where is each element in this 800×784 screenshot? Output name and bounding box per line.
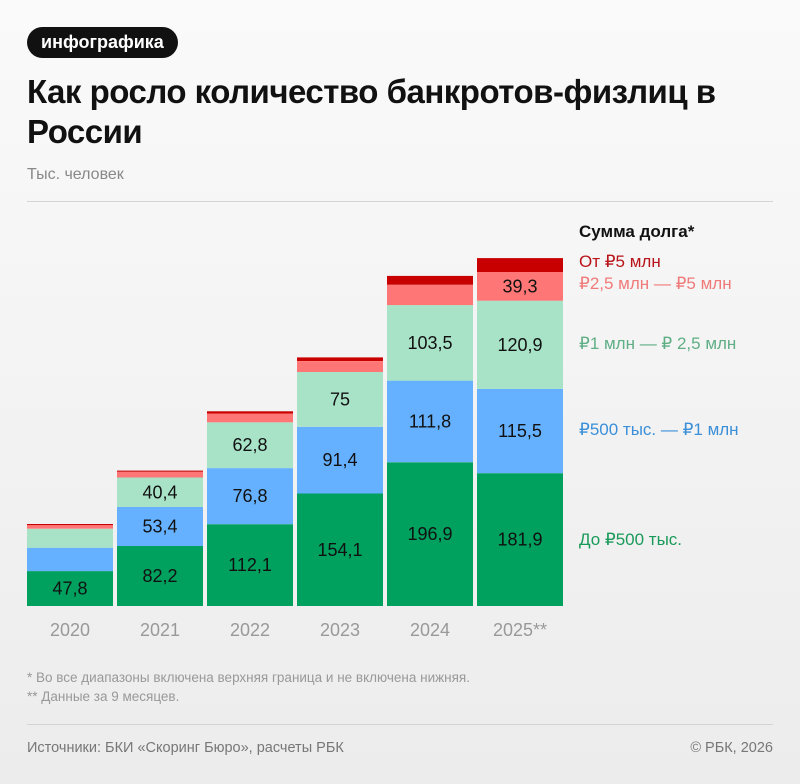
data-label: 76,8 [232,486,267,506]
bar-segment [207,411,293,414]
bar-segment [387,305,473,381]
bar-segment [477,473,563,606]
data-label: 181,9 [497,530,542,550]
bar-segment [297,493,383,606]
data-label: 112,1 [228,555,272,575]
x-tick-label: 2021 [140,620,180,640]
bar-segment [27,524,113,526]
infographic-tag: инфографика [27,27,178,58]
bar-segment [207,468,293,525]
copyright: © РБК, 2026 [690,740,773,756]
x-tick-label: 2020 [50,620,90,640]
bar-segment [117,546,203,606]
data-label: 53,4 [142,517,177,537]
bar-segment [477,300,563,389]
divider [27,724,773,725]
x-tick-label: 2025** [493,620,547,640]
data-label: 75 [330,389,350,409]
bar-segment [297,426,383,494]
bar-segment [27,571,113,606]
bar-segment [387,380,473,463]
data-label: 39,3 [502,276,537,296]
data-label: 196,9 [407,524,452,544]
legend-item: ₽1 млн — ₽ 2,5 млн [579,334,737,353]
data-label: 47,8 [52,579,87,599]
chart-title: Как росло количество банкротов-физлиц в … [27,73,716,150]
bar-segment [117,507,203,546]
data-label: 103,5 [407,333,452,353]
legend-item: От ₽5 млн [579,252,661,271]
bar-segment [387,275,473,285]
data-label: 62,8 [232,435,267,455]
bar-segment [27,528,113,548]
bar-segment [477,272,563,301]
footnote-1: * Во все диапазоны включена верхняя гран… [27,670,470,685]
footnote-2: ** Данные за 9 месяцев. [27,689,180,704]
bar-segment [387,284,473,306]
bar-segment [207,413,293,423]
x-tick-label: 2022 [230,620,270,640]
bar-segment [207,524,293,606]
bar-segment [207,422,293,469]
divider [27,201,773,202]
bar-segment [297,357,383,361]
bar-segment [27,547,113,572]
data-label: 154,1 [317,540,362,560]
data-label: 91,4 [322,450,357,470]
legend-item: ₽500 тыс. — ₽1 млн [579,420,739,439]
source: Источники: БКИ «Скоринг Бюро», расчеты Р… [27,740,344,756]
data-label: 115,5 [498,421,542,441]
bar-segment [297,372,383,427]
data-label: 111,8 [409,412,451,432]
legend-title: Сумма долга* [579,222,695,241]
bar-segment [387,462,473,606]
x-tick-label: 2023 [320,620,360,640]
unit-label: Тыс. человек [27,166,124,183]
legend-item: До ₽500 тыс. [579,530,683,549]
bar-segment [297,361,383,372]
legend-item: ₽2,5 млн — ₽5 млн [579,274,732,293]
x-tick-label: 2024 [410,620,450,640]
bar-segment [477,388,563,474]
bar-segment [477,258,563,272]
bar-segment [117,471,203,478]
data-label: 82,2 [142,566,177,586]
data-label: 120,9 [497,335,542,355]
data-label: 40,4 [142,482,177,502]
bar-segment [27,525,113,529]
bar-segment [117,477,203,507]
bar-segment [117,470,203,472]
